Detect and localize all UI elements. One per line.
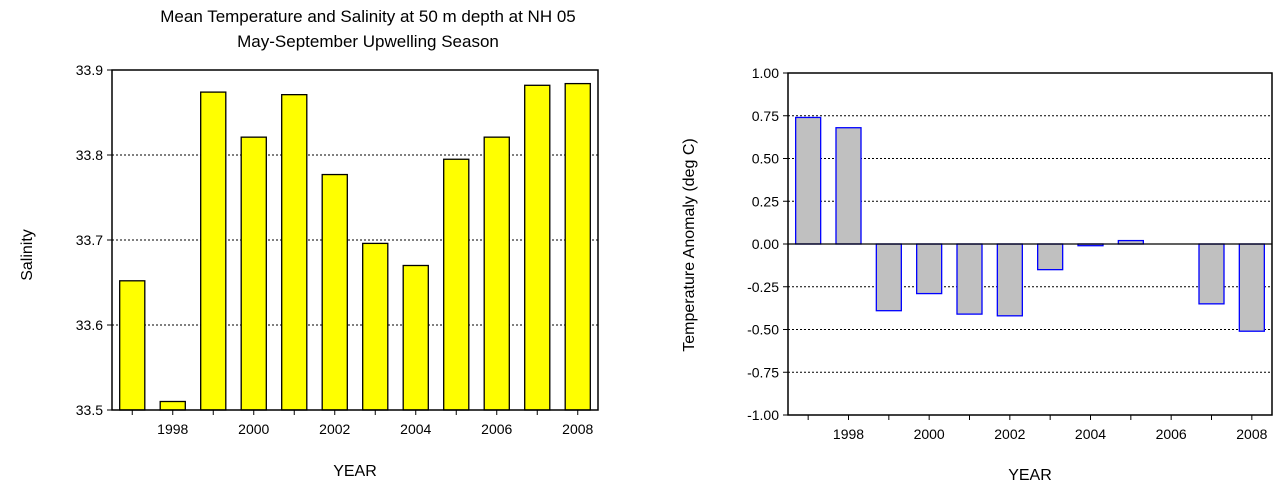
bar (402, 264, 429, 411)
bar (564, 82, 591, 411)
x-tick-label: 2004 (400, 421, 431, 437)
bar (795, 116, 822, 245)
bar (119, 280, 146, 411)
y-tick-label: -0.50 (747, 322, 779, 338)
anomaly-x-ticks: 1998 2000 2002 2004 2006 2008 (807, 415, 1268, 442)
bar (240, 136, 267, 411)
chart-subtitle: May-September Upwelling Season (237, 32, 499, 51)
x-tick-label: 2002 (994, 426, 1025, 442)
bar (443, 158, 470, 411)
bar (524, 84, 551, 411)
x-tick-label: 1998 (157, 421, 188, 437)
temperature-anomaly-chart: -1.00 -0.75 -0.50 -0.25 0.00 0.25 0.50 0.75 1.00… (681, 65, 1273, 484)
chart-title: Mean Temperature and Salinity at 50 m de… (160, 7, 575, 26)
bar (916, 243, 943, 295)
y-tick-label: -0.25 (747, 279, 779, 295)
y-tick-label: 0.00 (752, 236, 779, 252)
bar (996, 243, 1023, 317)
x-tick-label: 2008 (1236, 426, 1267, 442)
bar (483, 136, 510, 411)
bar (1198, 243, 1225, 305)
bar (159, 400, 186, 411)
x-tick-label: 1998 (833, 426, 864, 442)
anomaly-y-ticks: -1.00 -0.75 -0.50 -0.25 0.00 0.25 0.50 0.75 1.00 (747, 65, 788, 423)
bar (956, 243, 983, 315)
y-tick-label: 33.7 (76, 232, 103, 248)
bar (362, 242, 389, 411)
bar (281, 94, 308, 411)
y-tick-label: 0.50 (752, 151, 779, 167)
x-tick-label: 2006 (481, 421, 512, 437)
anomaly-bars (795, 116, 1265, 332)
bar (835, 127, 862, 245)
bar (321, 173, 348, 411)
y-axis-label: Temperature Anomaly (deg C) (681, 138, 698, 351)
y-tick-label: 0.75 (752, 108, 779, 124)
y-tick-label: 33.9 (76, 62, 103, 78)
y-tick-label: 1.00 (752, 65, 779, 81)
bar (1037, 243, 1064, 271)
y-tick-label: -1.00 (747, 407, 779, 423)
salinity-gridlines (112, 154, 598, 326)
bar (200, 91, 227, 411)
y-tick-label: 0.25 (752, 193, 779, 209)
x-tick-label: 2008 (562, 421, 593, 437)
x-tick-label: 2006 (1156, 426, 1187, 442)
x-tick-label: 2002 (319, 421, 350, 437)
salinity-bars (119, 82, 591, 411)
salinity-y-ticks: 33.5 33.6 33.7 33.8 33.9 (76, 62, 112, 418)
x-axis-label: YEAR (333, 463, 377, 480)
x-tick-label: 2004 (1075, 426, 1106, 442)
salinity-chart: Mean Temperature and Salinity at 50 m de… (19, 7, 599, 480)
y-tick-label: 33.8 (76, 147, 103, 163)
y-axis-label: Salinity (19, 229, 36, 281)
x-tick-label: 2000 (914, 426, 945, 442)
bar (1238, 243, 1265, 332)
salinity-x-ticks: 1998 2000 2002 2004 2006 2008 (131, 410, 594, 437)
y-tick-label: 33.6 (76, 317, 103, 333)
y-tick-label: -0.75 (747, 364, 779, 380)
x-tick-label: 2000 (238, 421, 269, 437)
bar (875, 243, 902, 312)
x-axis-label: YEAR (1008, 467, 1052, 484)
y-tick-label: 33.5 (76, 402, 103, 418)
